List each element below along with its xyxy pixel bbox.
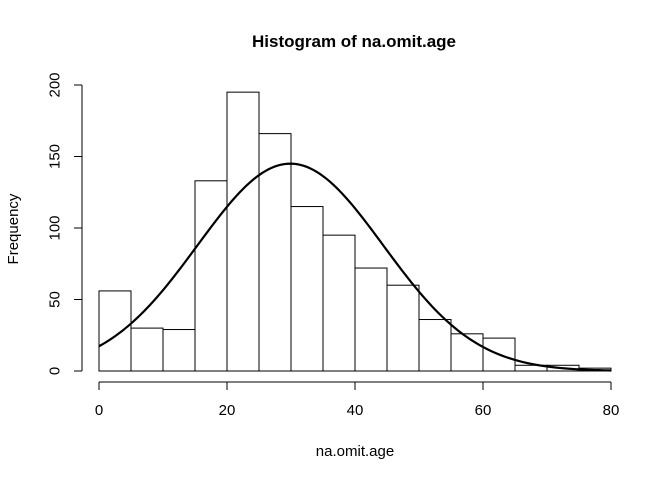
y-tick-label: 50 bbox=[47, 291, 64, 308]
x-axis: 0 20 40 60 80 bbox=[95, 381, 620, 419]
histogram-bar bbox=[258, 133, 292, 372]
y-tick-label: 200 bbox=[47, 72, 64, 97]
y-axis-label: Frequency bbox=[5, 193, 22, 264]
histogram-bar bbox=[290, 206, 324, 372]
x-tick-label: 60 bbox=[475, 402, 492, 419]
histogram-bar bbox=[322, 234, 356, 372]
histogram-bar bbox=[162, 329, 196, 372]
x-axis-label: na.omit.age bbox=[316, 443, 394, 460]
x-tick-label: 0 bbox=[95, 402, 103, 419]
histogram-bars bbox=[98, 91, 612, 372]
histogram-bar bbox=[354, 267, 388, 372]
chart-title: Histogram of na.omit.age bbox=[252, 32, 456, 51]
y-tick-label: 150 bbox=[47, 144, 64, 169]
histogram-bar bbox=[98, 290, 132, 372]
histogram-bar bbox=[386, 284, 420, 372]
y-tick-label: 0 bbox=[47, 367, 64, 375]
y-tick-label: 100 bbox=[47, 215, 64, 240]
x-tick-label: 20 bbox=[219, 402, 236, 419]
histogram-bar bbox=[450, 333, 484, 372]
histogram-bar bbox=[226, 91, 260, 372]
x-tick-label: 80 bbox=[603, 402, 620, 419]
y-axis: 0 50 100 150 200 bbox=[47, 72, 83, 375]
histogram-bar bbox=[130, 327, 164, 372]
x-tick-label: 40 bbox=[347, 402, 364, 419]
histogram-bar bbox=[194, 180, 228, 372]
histogram-bar bbox=[418, 319, 452, 372]
density-curve bbox=[98, 162, 612, 372]
